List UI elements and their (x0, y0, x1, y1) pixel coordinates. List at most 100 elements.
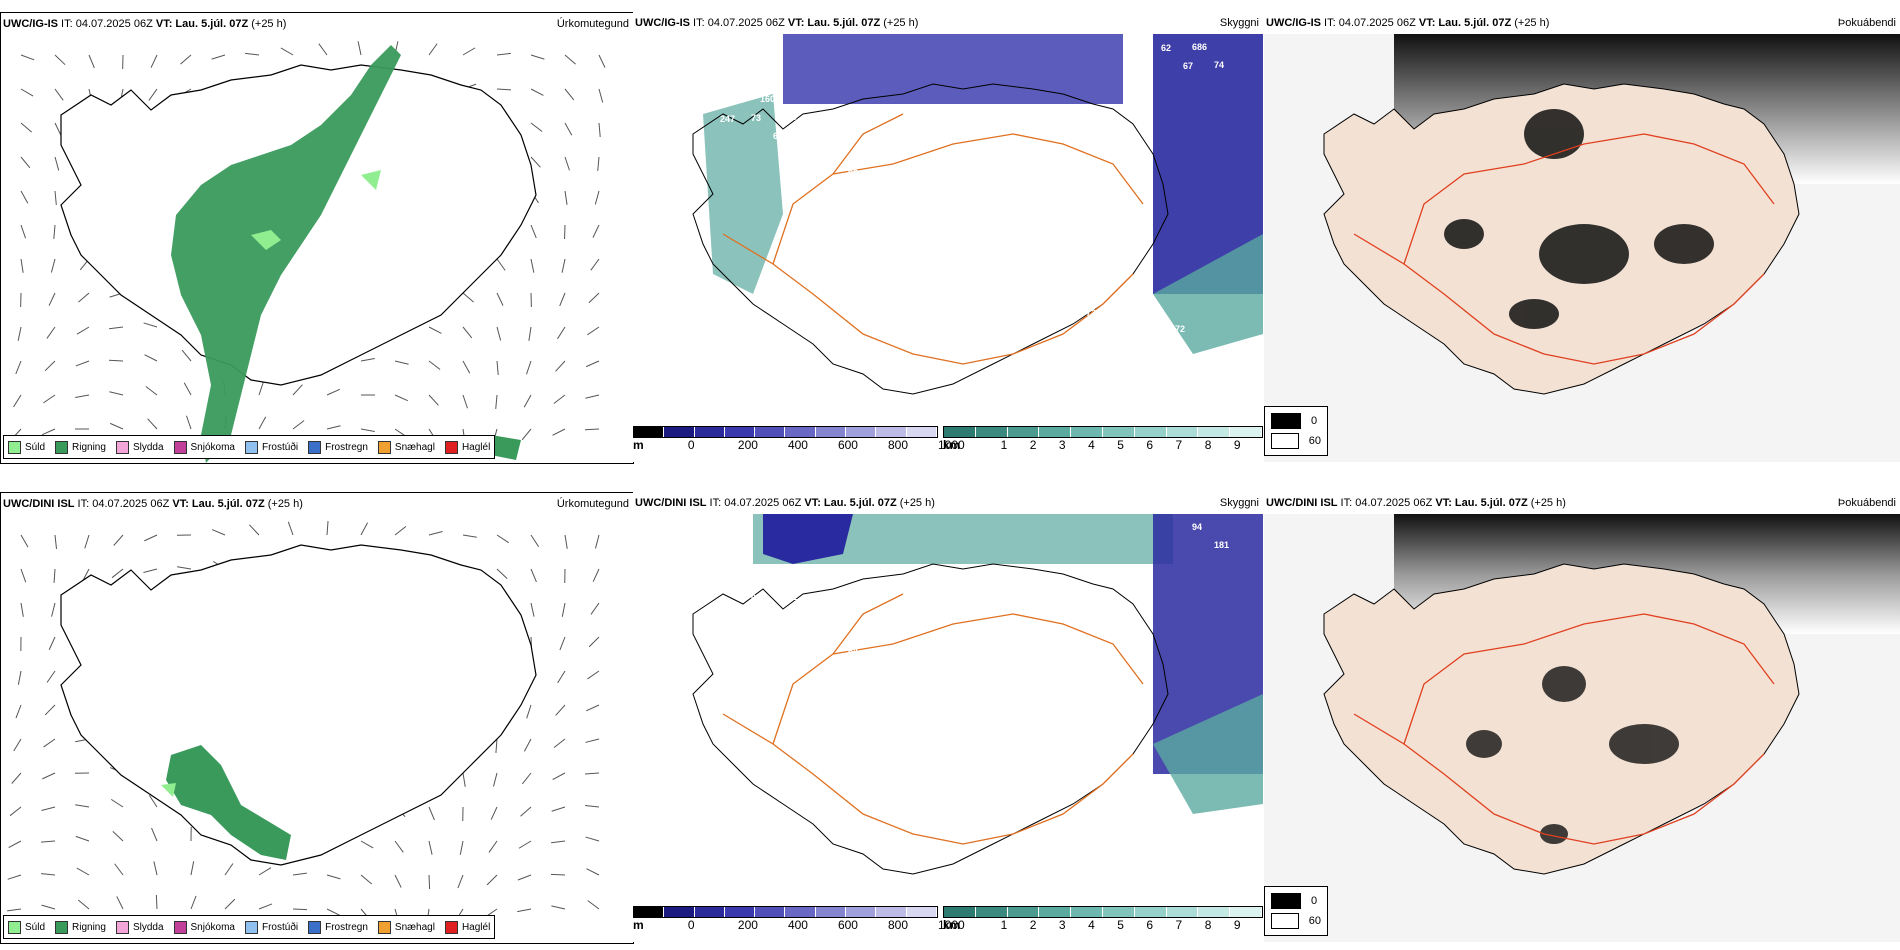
vis-unit-km: km (943, 438, 961, 452)
vis-km-segment (1198, 427, 1231, 437)
valid-time: Lau. 5.júl. 07Z (807, 17, 881, 29)
legend-label: Haglél (461, 441, 491, 453)
visibility-value: 48 (1064, 290, 1074, 300)
vis-km-tick: 1 (1000, 438, 1008, 452)
precip-legend-item: Rigning (55, 440, 106, 454)
wind-barb (530, 224, 537, 239)
wind-barb (394, 394, 409, 402)
valid-label: VT: (172, 498, 189, 510)
visibility-value: 135 (804, 610, 819, 620)
precip-map (7, 521, 600, 923)
wind-barb (143, 568, 158, 574)
visibility-value: 686 (1192, 42, 1207, 52)
vis-km-segment (1007, 427, 1040, 437)
wind-barb (585, 804, 600, 808)
vis-km-tick: 2 (1029, 438, 1037, 452)
visibility-value: 192 (857, 147, 872, 157)
precip-legend-item: Súld (8, 920, 45, 934)
drizzle-area (251, 170, 381, 250)
wind-barb (428, 43, 438, 56)
model-name: UWC/DINI ISL (3, 498, 75, 510)
road-network (1353, 133, 1775, 365)
legend-swatch (1271, 413, 1301, 429)
wind-barb (428, 840, 433, 855)
wind-barb (292, 872, 307, 876)
wind-barb (462, 394, 468, 409)
legend-swatch (115, 920, 129, 934)
low-vis-north (763, 514, 853, 564)
visibility-value: 208 (707, 77, 722, 87)
visibility-value: 61 (751, 593, 761, 603)
fog-patches (1444, 109, 1714, 329)
precip-legend-item: Snjókoma (173, 920, 235, 934)
vis-km-tick: 4 (1088, 438, 1095, 452)
wind-barb (155, 894, 158, 910)
wind-barb (394, 874, 402, 888)
wind-barb (555, 360, 566, 372)
vis-m-tick: 400 (787, 438, 808, 452)
wind-barb (50, 258, 56, 273)
wind-barb (523, 394, 532, 408)
wind-barb (530, 156, 541, 168)
wind-barb (148, 88, 158, 101)
visibility-value: 247 (720, 114, 735, 124)
wind-barb (588, 292, 600, 304)
wind-barb (551, 905, 566, 910)
wind-barb (186, 415, 192, 430)
wind-barb (462, 292, 474, 303)
visibility-value: 72 (1086, 308, 1096, 318)
wind-barb (521, 428, 532, 441)
wind-barb (495, 394, 498, 409)
visibility-value: 92 (1139, 325, 1149, 335)
legend-swatch (377, 920, 391, 934)
panel-title: Úrkomutegund (556, 18, 629, 30)
legend-swatch (1271, 433, 1299, 449)
fog-legend-item: 0 (1271, 411, 1321, 431)
wind-barb (20, 88, 34, 97)
wind-barb (557, 326, 566, 340)
legend-swatch (377, 440, 391, 454)
valid-label: VT: (1418, 17, 1436, 29)
vis-m-tick: 1000 (938, 438, 965, 452)
visibility-value: 97 (1095, 769, 1105, 779)
valid-label: VT: (787, 17, 805, 29)
wind-barb (592, 224, 600, 238)
wind-barb (144, 354, 158, 362)
haze-east (1153, 234, 1263, 354)
wind-barb (13, 394, 22, 408)
cloud-panel-bottom: UWC/DINI ISL IT: 04.07.2025 06Z VT: Lau.… (1264, 492, 1900, 942)
visibility-value: 149 (663, 41, 678, 51)
wind-barb (588, 636, 600, 648)
visibility-value: 135 (729, 95, 744, 105)
fog-patches (1466, 666, 1679, 844)
iceland-outline (60, 544, 537, 866)
road-network (1353, 613, 1775, 845)
panel-title: Úrkomutegund (556, 498, 629, 510)
vis-unit-m: m (633, 918, 644, 932)
precip-legend-item: Súld (8, 440, 45, 454)
vis-m-segment (876, 907, 907, 917)
wind-barb (496, 258, 506, 271)
visibility-value: 70 (698, 96, 708, 106)
valid-time: Lau. 5.júl. 07Z (1438, 17, 1512, 29)
panel-title: Skyggni (1219, 17, 1259, 29)
wind-barb (53, 568, 56, 584)
wind-barb (144, 534, 158, 542)
wind-barb (7, 874, 22, 880)
vis-m-tick: 600 (837, 438, 858, 452)
wind-barb (9, 806, 22, 817)
wind-barb (54, 122, 62, 136)
wind-barb (530, 122, 543, 132)
wind-barb (145, 386, 158, 396)
vis-km-tick: 8 (1204, 438, 1212, 452)
wind-barb (224, 898, 236, 910)
visibility-value: 325 (1073, 751, 1088, 761)
precip-legend-item: Slydda (115, 440, 164, 454)
vis-km-segment (1230, 427, 1262, 437)
wind-barb (462, 326, 473, 339)
wind-barb (462, 360, 471, 374)
vis-km-segment (1071, 427, 1103, 437)
wind-barb (109, 326, 124, 330)
wind-barb (326, 908, 340, 916)
wind-barb (490, 806, 498, 820)
